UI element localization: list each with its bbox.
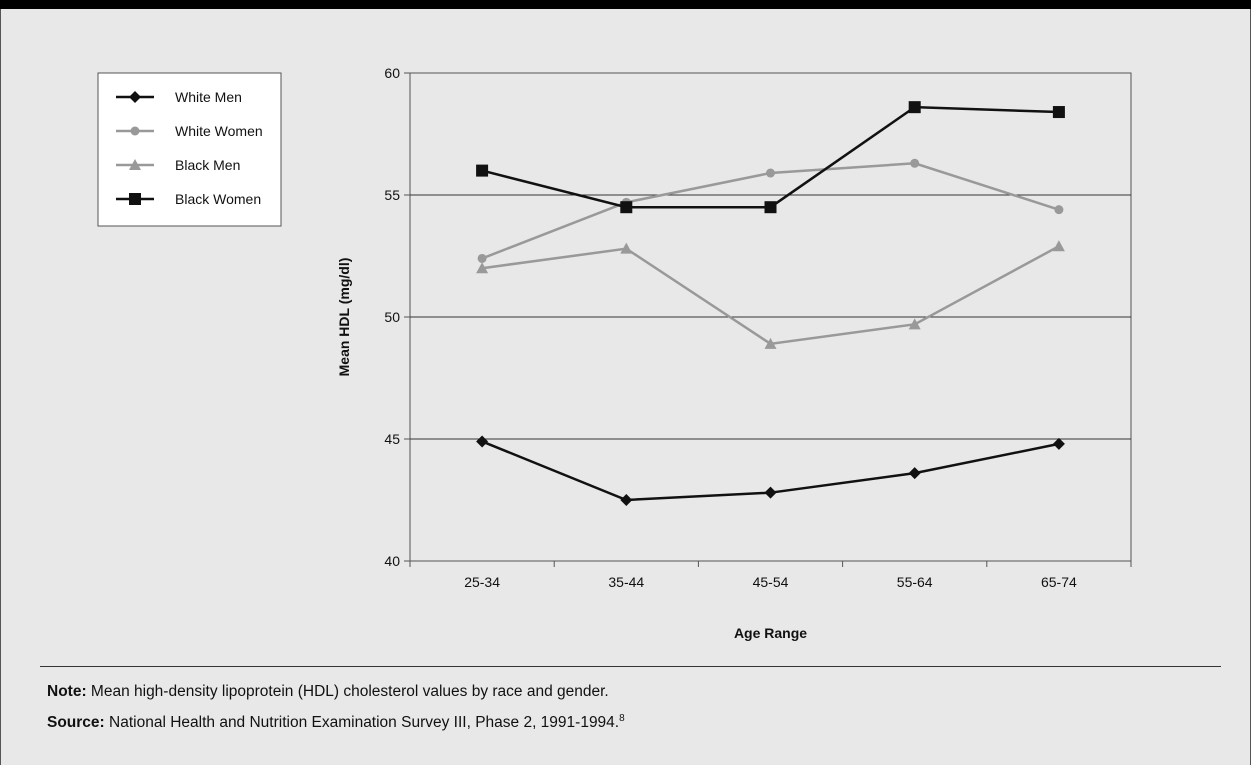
white-women-point [477,253,487,263]
legend-marker-white-women [130,126,140,136]
black-women-point [620,201,633,214]
note-text: Mean high-density lipoprotein (HDL) chol… [90,683,609,700]
top-bar [0,0,1251,9]
legend-box [97,72,282,227]
legend-label-white-women: White Women [175,123,263,139]
hdl-line-chart: 40 45 50 55 60 25-34 35-44 45-54 55-64 65-74 Age R… [97,65,1132,641]
y-tick-label: 40 [384,553,400,569]
black-women-point [764,201,777,214]
legend-marker-white-men [129,91,141,103]
y-tick-label: 50 [384,309,400,325]
black-women-point [476,164,489,177]
chart-note: Note: Mean high-density lipoprotein (HDL… [47,683,609,701]
x-tick-label: 65-74 [1041,574,1077,590]
y-tick-label: 45 [384,431,400,447]
x-tick-label: 25-34 [464,574,500,590]
y-axis-label: Mean HDL (mg/dl) [336,258,352,377]
white-men-point [620,494,633,506]
source-text: National Health and Nutrition Examinatio… [109,714,620,731]
legend-label-white-men: White Men [175,89,242,105]
frame-left-border [0,9,1,765]
black-men-point [620,242,633,254]
note-divider [40,666,1221,667]
legend-marker-black-women [129,193,141,205]
x-tick-label: 55-64 [897,574,933,590]
x-tick-label: 45-54 [753,574,789,590]
note-label: Note: [47,683,87,700]
black-men-point [476,262,489,274]
x-axis-label: Age Range [734,625,807,641]
white-men-point [908,467,921,480]
black-men-point [1052,240,1065,252]
y-tick-label: 55 [384,187,400,203]
white-men-point [764,486,777,499]
legend-label-black-women: Black Women [175,191,261,207]
white-women-point [1054,205,1064,215]
legend-marker-black-men [129,159,141,170]
source-reference: 8 [619,712,625,724]
white-women-point [766,168,775,178]
white-men-point [1052,437,1065,450]
black-men-point [764,337,777,349]
white-men-point [476,435,489,448]
x-tick-label: 35-44 [608,574,644,590]
y-tick-label: 60 [384,65,400,81]
chart-source: Source: National Health and Nutrition Ex… [47,712,625,732]
legend-label-black-men: Black Men [175,157,240,173]
black-men-point [908,318,921,330]
black-women-point [1052,106,1065,119]
black-women-point [908,101,921,114]
white-women-point [910,158,920,168]
source-label: Source: [47,714,105,731]
